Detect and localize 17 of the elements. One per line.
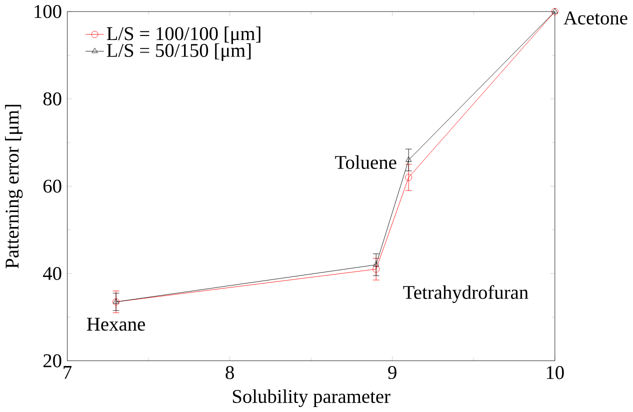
annotation: Hexane [86, 318, 145, 331]
annotation: Tetrahydrofuran [403, 285, 528, 303]
y-tick-label: 20 [43, 354, 62, 368]
annotation: Toluene [335, 155, 396, 169]
y-tick-label: 60 [43, 180, 62, 193]
x-tick-label: 8 [226, 366, 234, 380]
legend-label: L/S = 50/150 [μm] [106, 43, 251, 61]
y-axis-title: Patterning error [μm] [5, 104, 23, 268]
y-tick-label: 40 [43, 266, 62, 280]
annotation: Acetone [564, 12, 628, 24]
y-tick-label: 80 [43, 92, 62, 106]
x-tick-label: 10 [546, 366, 564, 380]
x-tick-label: 9 [388, 366, 396, 380]
y-tick-label: 100 [34, 5, 62, 18]
x-tick-label: 7 [64, 366, 72, 379]
x-axis-title: Solubility parameter [232, 389, 390, 408]
legend-label: L/S = 100/100 [μm] [106, 26, 260, 44]
